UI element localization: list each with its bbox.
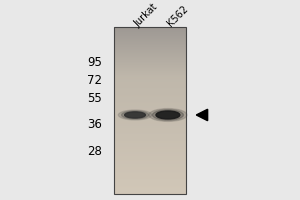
Text: 95: 95 — [87, 56, 102, 69]
Text: Jurkat: Jurkat — [132, 2, 159, 29]
Text: K562: K562 — [165, 4, 190, 29]
Text: 72: 72 — [87, 74, 102, 87]
Polygon shape — [196, 109, 208, 121]
Ellipse shape — [156, 111, 180, 119]
Ellipse shape — [152, 110, 183, 120]
Bar — [114, 27, 186, 194]
Text: 55: 55 — [88, 92, 102, 105]
Text: 28: 28 — [87, 145, 102, 158]
Ellipse shape — [122, 111, 149, 119]
Ellipse shape — [124, 112, 146, 118]
Text: 36: 36 — [87, 118, 102, 131]
Ellipse shape — [149, 109, 187, 121]
Ellipse shape — [118, 110, 152, 120]
